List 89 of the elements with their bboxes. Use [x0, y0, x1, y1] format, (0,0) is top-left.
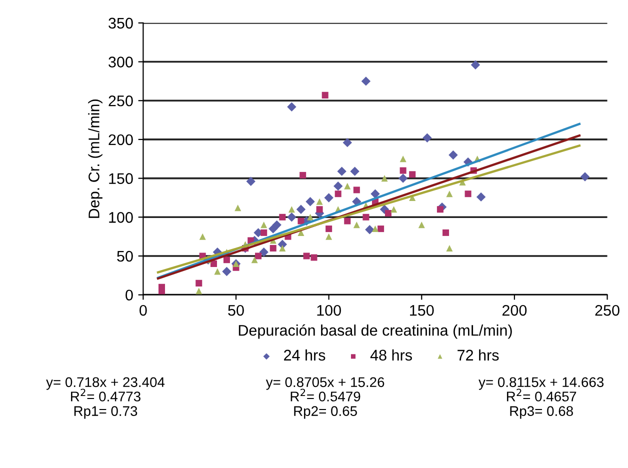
point	[326, 226, 332, 232]
point	[279, 244, 286, 252]
text: y= 0.8705x + 15.26 R$^{2}$= 0.5479 Rp2= 0.65	[266, 377, 384, 419]
point	[251, 256, 258, 264]
x-tick-label: 50	[228, 304, 244, 316]
point	[409, 171, 416, 178]
point	[342, 138, 352, 148]
point	[310, 254, 318, 261]
point	[398, 174, 408, 183]
point	[470, 60, 480, 70]
y-tick-label: 150	[109, 173, 133, 184]
point	[199, 233, 206, 240]
point	[307, 214, 314, 220]
point	[381, 175, 388, 182]
point	[272, 220, 282, 230]
point	[259, 248, 268, 257]
legend-label: 48 hrs	[370, 349, 412, 361]
point	[270, 244, 276, 252]
point	[378, 226, 384, 232]
x-tick-label: 150	[410, 304, 434, 316]
legend-label: 72 hrs	[458, 349, 499, 361]
x-tick-label: 250	[595, 304, 620, 316]
point	[306, 197, 315, 206]
point	[353, 186, 360, 194]
point	[326, 233, 332, 240]
point	[442, 229, 450, 236]
point	[361, 76, 371, 86]
text: y= 0.8115x + 14.663 R$^{2}$= 0.4657 Rp3= 0.68	[478, 377, 604, 419]
x-tick-label: 200	[502, 304, 527, 316]
point	[196, 288, 202, 294]
y-tick-label: 300	[108, 56, 133, 68]
point	[316, 206, 323, 213]
point	[436, 206, 444, 213]
point	[300, 172, 306, 178]
y-tick-label: 350	[108, 18, 133, 29]
point	[322, 92, 328, 98]
point	[384, 210, 392, 217]
point	[400, 167, 406, 174]
point	[298, 218, 304, 224]
point	[303, 252, 310, 260]
text: y= 0.718x + 23.404 R$^{2}$= 0.4773 Rp1= 0.73	[46, 377, 165, 419]
x-axis-title: Depuración basal de creatinina (mL/min)	[238, 324, 512, 339]
point	[287, 212, 296, 222]
point	[316, 198, 323, 205]
point	[222, 266, 232, 276]
y-tick-label: 100	[109, 212, 133, 223]
point	[246, 176, 256, 186]
point	[260, 229, 268, 236]
point	[476, 192, 486, 202]
point	[279, 214, 286, 220]
point	[446, 244, 453, 252]
point	[223, 256, 230, 264]
point	[196, 280, 202, 286]
point	[234, 204, 242, 212]
point	[287, 102, 296, 112]
point	[365, 224, 374, 234]
point	[400, 156, 406, 162]
point	[448, 150, 458, 160]
point	[260, 222, 268, 228]
point	[362, 214, 370, 220]
point	[210, 260, 217, 268]
point	[372, 226, 378, 232]
y-tick-label: 0	[126, 290, 133, 301]
point	[324, 193, 334, 202]
point	[350, 166, 360, 176]
point	[333, 181, 343, 191]
x-tick-label: 0	[140, 304, 147, 316]
point	[337, 166, 346, 176]
legend-label: 24 hrs	[284, 349, 326, 361]
point	[370, 189, 380, 198]
point	[255, 252, 262, 260]
point	[446, 190, 453, 198]
point	[214, 268, 221, 275]
point	[353, 222, 360, 228]
y-tick-label: 50	[117, 250, 133, 262]
point	[464, 190, 472, 198]
point	[418, 222, 425, 228]
point	[422, 133, 432, 143]
y-tick-label: 200	[108, 134, 133, 146]
point	[296, 204, 306, 214]
point	[334, 190, 342, 198]
point	[288, 206, 295, 213]
point	[344, 182, 351, 190]
y-axis-title: Dep. Cr. (mL/min)	[88, 100, 102, 218]
x-tick-label: 100	[317, 304, 341, 316]
point	[580, 172, 590, 182]
point	[390, 206, 398, 213]
point	[344, 218, 351, 224]
y-tick-label: 250	[108, 95, 133, 106]
